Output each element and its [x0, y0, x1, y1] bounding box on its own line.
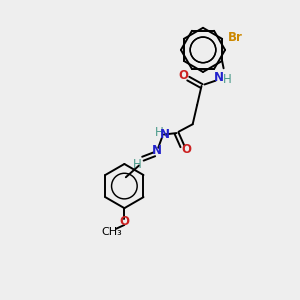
Text: H: H — [223, 73, 232, 86]
Text: CH₃: CH₃ — [101, 227, 122, 237]
Text: N: N — [160, 128, 170, 141]
Text: N: N — [214, 70, 224, 84]
Text: N: N — [152, 144, 162, 157]
Text: Br: Br — [227, 31, 242, 44]
Text: O: O — [182, 143, 192, 156]
Text: H: H — [133, 158, 141, 171]
Text: O: O — [119, 215, 129, 228]
Text: O: O — [179, 69, 189, 82]
Text: H: H — [154, 126, 163, 139]
